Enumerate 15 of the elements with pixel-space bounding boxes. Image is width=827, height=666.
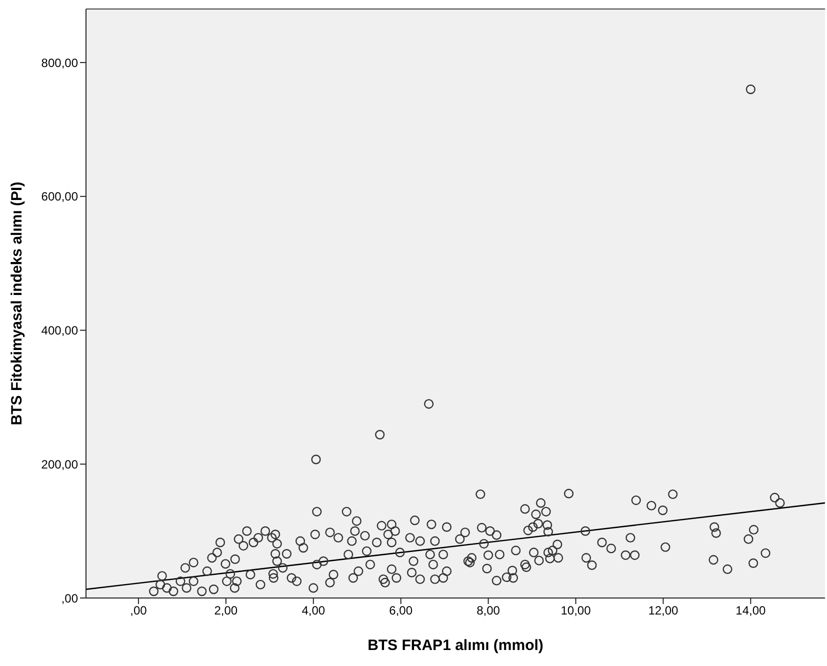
- y-axis-title: BTS Fitokimyasal indeks alımı (PI): [8, 182, 26, 426]
- y-tick-label: 400,00: [41, 324, 78, 338]
- x-tick-label: 12,00: [648, 604, 679, 618]
- y-tick-label: ,00: [61, 591, 78, 606]
- x-tick-label: ,00: [130, 604, 148, 618]
- x-tick-label: 6,00: [389, 604, 413, 618]
- y-tick-label: 800,00: [41, 56, 78, 70]
- y-tick-label: 200,00: [41, 457, 78, 472]
- y-tick-label: 600,00: [41, 190, 78, 204]
- x-axis-title: BTS FRAP1 alımı (mmol): [368, 637, 544, 654]
- x-tick-label: 14,00: [736, 604, 766, 618]
- x-tick-label: 2,00: [214, 604, 238, 618]
- x-tick-label: 4,00: [302, 604, 326, 618]
- x-tick-label: 10,00: [560, 604, 592, 618]
- x-tick-label: 8,00: [476, 604, 500, 618]
